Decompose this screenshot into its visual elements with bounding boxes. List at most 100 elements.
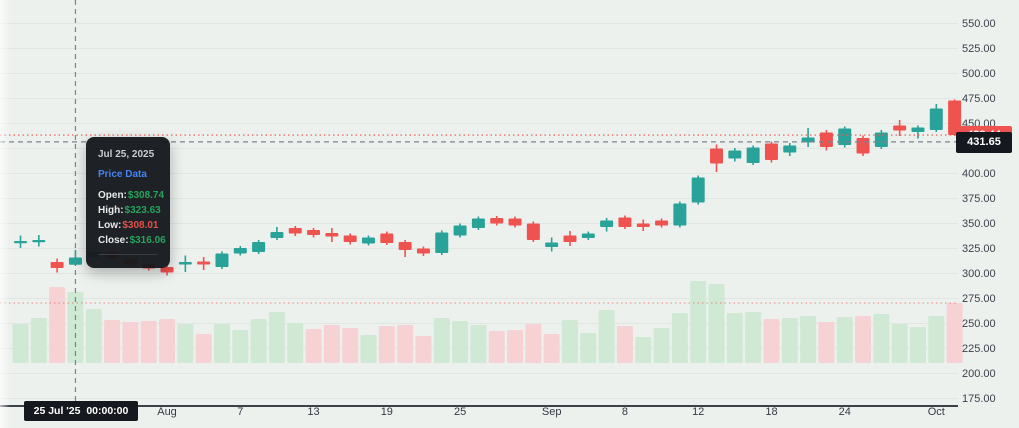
candle-body[interactable] — [673, 203, 687, 226]
volume-bar[interactable] — [836, 317, 853, 363]
volume-bar[interactable] — [49, 287, 66, 363]
volume-bar[interactable] — [525, 324, 542, 363]
candle-body[interactable] — [508, 218, 522, 226]
x-axis-label: 25 — [453, 406, 467, 418]
volume-bar[interactable] — [928, 316, 945, 363]
candle-body[interactable] — [691, 177, 705, 203]
candle-body[interactable] — [32, 240, 46, 243]
volume-bar[interactable] — [140, 321, 157, 363]
volume-bar[interactable] — [745, 312, 762, 363]
volume-bar[interactable] — [12, 324, 29, 363]
volume-bar[interactable] — [360, 335, 377, 363]
candle-body[interactable] — [471, 218, 485, 229]
candle-body[interactable] — [618, 217, 632, 228]
volume-bar[interactable] — [104, 320, 121, 363]
candle-body[interactable] — [929, 108, 943, 131]
volume-bar[interactable] — [213, 324, 230, 363]
candle-body[interactable] — [526, 223, 540, 241]
volume-bar[interactable] — [323, 325, 340, 363]
candle-body[interactable] — [728, 150, 742, 159]
volume-bar[interactable] — [616, 326, 633, 363]
volume-bar[interactable] — [433, 318, 450, 363]
candle-body[interactable] — [270, 232, 284, 238]
volume-bar[interactable] — [305, 329, 322, 363]
volume-bar[interactable] — [287, 323, 304, 363]
candle-body[interactable] — [233, 248, 247, 254]
x-axis-label: 8 — [621, 406, 628, 418]
volume-bar[interactable] — [415, 336, 432, 363]
candle-body[interactable] — [416, 248, 430, 254]
candle-body[interactable] — [288, 228, 302, 234]
candle-body[interactable] — [362, 237, 376, 244]
volume-bar[interactable] — [855, 316, 872, 363]
x-axis-label: Sep — [541, 406, 562, 418]
volume-bar[interactable] — [653, 328, 670, 363]
candle-body[interactable] — [764, 143, 778, 161]
candle-body[interactable] — [435, 232, 449, 254]
candle-body[interactable] — [545, 242, 559, 248]
candle-body[interactable] — [874, 132, 888, 148]
volume-bar[interactable] — [671, 313, 688, 363]
candle-body[interactable] — [710, 148, 724, 164]
volume-bar[interactable] — [763, 319, 780, 363]
volume-bar[interactable] — [543, 334, 560, 363]
volume-bar[interactable] — [909, 327, 926, 363]
candle-body[interactable] — [307, 230, 321, 235]
volume-bar[interactable] — [891, 324, 908, 363]
volume-bar[interactable] — [122, 322, 139, 363]
candle-body[interactable] — [453, 225, 467, 236]
volume-bar[interactable] — [800, 316, 817, 363]
volume-bar[interactable] — [708, 284, 725, 363]
candle-body[interactable] — [398, 242, 412, 250]
volume-bar[interactable] — [250, 319, 267, 363]
volume-bar[interactable] — [507, 330, 524, 363]
volume-bar[interactable] — [781, 318, 798, 363]
candle-body[interactable] — [197, 261, 211, 265]
candle-body[interactable] — [490, 218, 504, 224]
volume-bar[interactable] — [561, 320, 578, 363]
volume-bar[interactable] — [342, 328, 359, 363]
candle-body[interactable] — [655, 220, 669, 226]
candle-body[interactable] — [600, 220, 614, 228]
volume-bar[interactable] — [818, 322, 835, 363]
volume-bar[interactable] — [378, 326, 395, 363]
volume-bar[interactable] — [159, 319, 176, 363]
candle-body[interactable] — [380, 233, 394, 244]
candle-body[interactable] — [563, 235, 577, 243]
volume-bar[interactable] — [580, 333, 597, 363]
candle-body[interactable] — [50, 262, 64, 268]
volume-bar[interactable] — [177, 324, 194, 363]
volume-bar[interactable] — [488, 331, 505, 363]
volume-bar[interactable] — [470, 325, 487, 363]
candle-body[interactable] — [819, 132, 833, 148]
volume-bar[interactable] — [268, 312, 285, 363]
volume-bar[interactable] — [30, 318, 47, 363]
volume-bar[interactable] — [690, 281, 707, 363]
candle-body[interactable] — [325, 233, 339, 237]
candle-body[interactable] — [783, 145, 797, 153]
candle-body[interactable] — [215, 253, 229, 268]
candle-body[interactable] — [160, 267, 174, 273]
candle-body[interactable] — [911, 127, 925, 133]
candle-body[interactable] — [746, 147, 760, 164]
volume-bar[interactable] — [452, 321, 469, 363]
candle-body[interactable] — [581, 233, 595, 239]
volume-bar[interactable] — [598, 310, 615, 363]
volume-bar[interactable] — [195, 334, 212, 363]
candle-body[interactable] — [636, 223, 650, 228]
candle-body[interactable] — [856, 138, 870, 154]
volume-bar[interactable] — [232, 330, 249, 363]
tooltip-row-open: Open: $308.74 — [98, 188, 170, 203]
volume-bar[interactable] — [635, 337, 652, 363]
volume-bar[interactable] — [397, 325, 414, 363]
candle-body[interactable] — [252, 242, 266, 252]
volume-bar[interactable] — [726, 313, 743, 363]
candle-body[interactable] — [893, 125, 907, 131]
candle-body[interactable] — [343, 235, 357, 243]
candle-body[interactable] — [178, 262, 192, 265]
volume-bar[interactable] — [85, 309, 102, 363]
volume-bar[interactable] — [946, 303, 963, 363]
candle-body[interactable] — [14, 241, 27, 244]
volume-bar[interactable] — [873, 314, 890, 363]
candle-body[interactable] — [838, 128, 852, 146]
